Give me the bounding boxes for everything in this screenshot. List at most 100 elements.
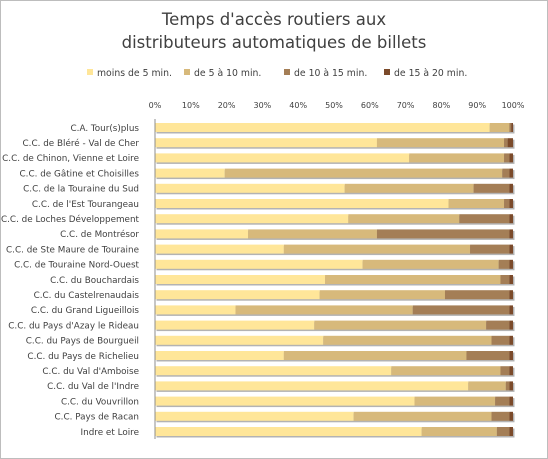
bar-segment <box>224 168 503 178</box>
bar-segment <box>502 168 510 178</box>
bar-segment <box>448 199 505 208</box>
bar-row <box>155 381 515 392</box>
bar-segment <box>155 229 249 239</box>
bar-segment <box>509 351 513 360</box>
bar-segment <box>509 259 513 269</box>
bar-row <box>155 290 515 301</box>
category-label: C.C. du Pays d'Azay le Rideau <box>8 321 139 331</box>
legend-item: de 10 à 15 min. <box>284 68 367 79</box>
x-tick-label: 50% <box>325 101 343 110</box>
x-axis-ticks: 0% 10% 20% 30% 40% 50% 60% 70% 80% 90% 100% <box>149 101 525 110</box>
bar-row <box>155 275 515 286</box>
bar-segment <box>348 214 460 224</box>
legend-item: moins de 5 min. <box>87 68 172 79</box>
legend-item: de 15 à 20 min. <box>384 68 467 79</box>
bar-segment <box>498 259 510 269</box>
bar-row <box>155 396 515 408</box>
bar-segment <box>444 290 510 300</box>
bar-segment <box>509 199 513 208</box>
bar-segment <box>500 275 510 284</box>
category-label: C.C. du Vouvrillon <box>61 397 139 407</box>
category-labels: C.A. Tour(s)plus C.C. de Bléré - Val de C… <box>1 124 140 438</box>
bar-segment <box>362 259 499 269</box>
bar-segment <box>509 366 513 376</box>
bar-segment <box>155 351 284 360</box>
category-label: C.C. de Bléré - Val de Cher <box>23 138 140 149</box>
bar-segment <box>248 229 377 239</box>
bar-segment <box>155 411 354 421</box>
bar-segment <box>155 427 422 436</box>
bar-segment <box>509 320 513 330</box>
bar-segment <box>509 396 513 406</box>
bar-segment <box>155 183 345 193</box>
category-label: C.C. du Pays de Bourgueil <box>26 337 139 347</box>
category-label: C.C. du Val de l'Indre <box>47 382 139 392</box>
category-label: C.C. de la Touraine du Sud <box>23 185 139 195</box>
bar-segment <box>325 275 501 284</box>
x-tick-label: 10% <box>182 101 200 110</box>
category-label: C.C. de Touraine Nord-Ouest <box>14 261 139 271</box>
bar-segment <box>509 381 513 391</box>
bar-segment <box>235 305 413 315</box>
x-tick-label: 0% <box>149 101 162 110</box>
bar-segment <box>155 275 326 284</box>
bar-segment <box>509 244 513 254</box>
bar-segment <box>155 214 349 224</box>
x-tick-label: 80% <box>433 101 451 110</box>
bar-segment <box>314 320 487 330</box>
bar-segment <box>491 335 510 345</box>
x-tick-label: 100% <box>502 101 525 110</box>
bar-row <box>155 153 515 164</box>
bar-segment <box>509 411 513 421</box>
bar-segment <box>414 396 496 406</box>
bar-row <box>155 351 515 362</box>
x-tick-label: 60% <box>361 101 379 110</box>
bar-segment <box>509 153 513 163</box>
legend-swatch <box>284 69 290 75</box>
bar-segment <box>155 259 363 269</box>
bar-segment <box>495 396 510 406</box>
bar-segment <box>470 244 510 254</box>
bar-row <box>155 320 515 332</box>
bar-segment <box>409 153 505 163</box>
bar-row <box>155 259 515 271</box>
bar-row <box>155 214 515 225</box>
bar-segment <box>491 411 510 421</box>
bar-segment <box>376 138 505 148</box>
bar-segment <box>500 366 510 376</box>
chart-title-line-2: distributeurs automatiques de billets <box>121 33 427 52</box>
category-label: C.C. Pays de Racan <box>55 413 139 423</box>
x-tick-label: 40% <box>289 101 307 110</box>
category-label: C.C. du Val d'Amboise <box>42 367 139 377</box>
legend-swatch <box>184 69 190 75</box>
bar-segment <box>509 168 513 178</box>
bar-segment <box>509 275 513 284</box>
bar-segment <box>509 335 513 345</box>
category-label: C.A. Tour(s)plus <box>71 124 140 134</box>
bar-row <box>155 183 515 195</box>
legend-item: de 5 à 10 min. <box>184 68 261 79</box>
bar-segment <box>509 290 513 300</box>
bar-segment <box>155 138 377 148</box>
bar-row <box>155 123 515 134</box>
bar-segment <box>505 381 510 391</box>
bar-segment <box>412 305 510 315</box>
legend-label: moins de 5 min. <box>97 68 172 79</box>
bar-row <box>155 427 515 438</box>
bar-row <box>155 335 515 347</box>
bar-segment <box>319 290 445 300</box>
bar-segment <box>155 366 392 376</box>
bar-segment <box>155 396 415 406</box>
bar-segment <box>486 320 510 330</box>
bar-segment <box>283 244 471 254</box>
bar-segment <box>155 244 284 254</box>
chart-title-line-1: Temps d'accès routiers aux <box>161 10 387 29</box>
bar-row <box>155 199 515 210</box>
bar-row <box>155 366 515 377</box>
bar-segment <box>466 351 510 360</box>
bar-segment <box>496 427 510 436</box>
category-label: C.C. de Chinon, Vienne et Loire <box>2 154 139 164</box>
category-label: C.C. de Loches Développement <box>1 214 140 225</box>
bar-row <box>155 138 515 149</box>
bar-segment <box>509 305 513 315</box>
